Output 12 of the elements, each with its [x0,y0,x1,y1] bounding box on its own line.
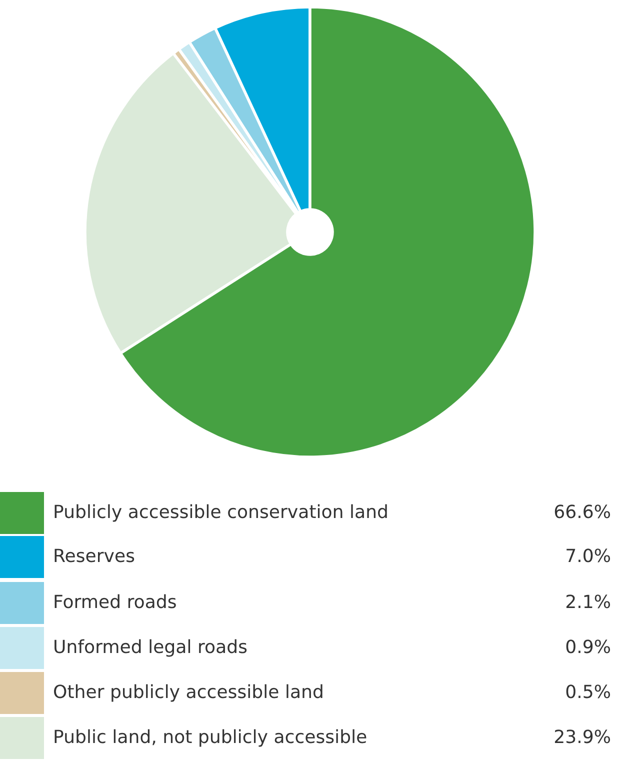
legend-label: Formed roads [54,594,176,608]
data-label: 2.1% [566,594,610,608]
data-label: 0.9% [566,640,610,654]
legend-label: Publicly accessible conservation land [54,504,387,522]
data-label: 66.6% [554,504,610,518]
legend-label: Public land, not publicly accessible [54,729,366,747]
legend-label: Unformed legal roads [54,639,247,657]
legend-label: Reserves [54,548,134,562]
data-label: 7.0% [566,548,610,562]
data-label: 0.5% [566,684,610,698]
legend-label: Other publicly accessible land [54,684,322,702]
data-label: 23.9% [554,730,610,744]
